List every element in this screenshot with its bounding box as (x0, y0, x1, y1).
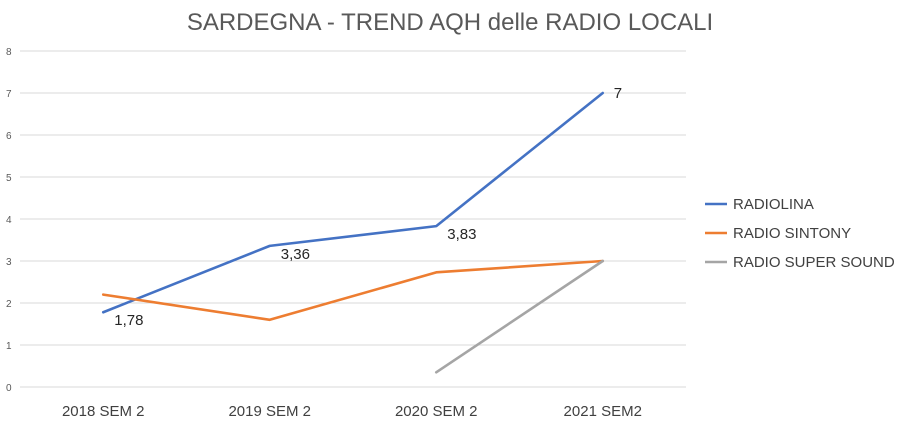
legend: RADIOLINA RADIO SINTONY RADIO SUPER SOUND (705, 196, 895, 271)
y-tick-label: 0 (6, 383, 12, 394)
y-tick-label: 3 (6, 257, 12, 268)
y-tick-label: 8 (6, 47, 12, 58)
y-tick-label: 4 (6, 215, 12, 226)
data-label: 7 (614, 85, 622, 102)
data-label: 3,83 (447, 226, 476, 243)
x-axis-ticks: 2018 SEM 2 2019 SEM 2 2020 SEM 2 2021 SEM2 (62, 403, 642, 420)
y-tick-label: 6 (6, 131, 12, 142)
data-label: 3,36 (281, 246, 310, 263)
x-tick-label: 2021 SEM2 (564, 403, 642, 420)
series-line-radio-super-sound (434, 259, 605, 374)
series-line-radio-sintony (101, 259, 605, 322)
series-line-radiolina (101, 91, 605, 314)
y-tick-label: 1 (6, 341, 12, 352)
y-tick-label: 2 (6, 299, 12, 310)
series-lines (101, 91, 605, 374)
legend-entry: RADIOLINA (733, 196, 814, 213)
legend-entry: RADIO SINTONY (733, 225, 851, 242)
x-tick-label: 2020 SEM 2 (395, 403, 478, 420)
gridlines (20, 50, 686, 388)
x-tick-label: 2019 SEM 2 (228, 403, 311, 420)
y-tick-label: 7 (6, 89, 12, 100)
y-tick-label: 5 (6, 173, 12, 184)
chart-title: SARDEGNA - TREND AQH delle RADIO LOCALI (187, 9, 713, 36)
y-axis-ticks: 0 1 2 3 4 5 6 7 8 (6, 47, 12, 394)
data-label: 1,78 (114, 312, 143, 329)
x-tick-label: 2018 SEM 2 (62, 403, 145, 420)
data-labels: 1,78 3,36 3,83 7 (114, 85, 622, 329)
legend-entry: RADIO SUPER SOUND (733, 254, 895, 271)
